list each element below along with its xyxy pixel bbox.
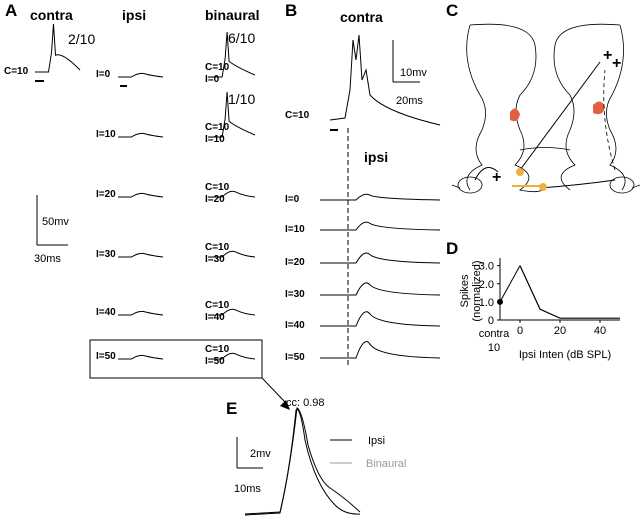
ipsi-label: I=10	[96, 129, 116, 140]
y-tick-label: 1.0	[479, 297, 494, 309]
contra-label: contra	[479, 328, 510, 340]
ipsi-label: I=20	[285, 257, 305, 268]
trace	[320, 193, 441, 201]
ipsi-label: I=30	[285, 289, 305, 300]
brainstem-diagram	[451, 23, 640, 194]
binaural-label: I=40	[205, 312, 225, 323]
binaural-label: C=10	[205, 300, 230, 311]
ipsi-label: I=0	[285, 194, 300, 205]
trace	[208, 250, 256, 258]
trace	[320, 221, 441, 231]
arrow-head	[280, 400, 290, 410]
binaural-label: I=50	[205, 356, 225, 367]
panel-label: D	[446, 239, 458, 258]
y-tick-label: 3.0	[479, 261, 494, 273]
trace	[118, 192, 164, 198]
trace	[118, 72, 164, 78]
trace	[208, 308, 256, 316]
trace	[208, 352, 256, 360]
binaural-label: I=20	[205, 194, 225, 205]
ipsi-label: I=30	[96, 249, 116, 260]
legend-label: Ipsi	[368, 435, 385, 447]
trace	[244, 408, 361, 515]
binaural-label: C=10	[205, 62, 230, 73]
svg-text:+: +	[492, 169, 501, 186]
trace	[320, 252, 441, 264]
ipsi-label: I=20	[96, 189, 116, 200]
column-header: binaural	[205, 7, 259, 23]
scale-label: 10mv	[400, 67, 427, 79]
trace	[320, 311, 441, 327]
svg-text:+: +	[612, 55, 621, 72]
binaural-label: C=10	[205, 122, 230, 133]
arrow	[261, 377, 286, 403]
trace	[320, 282, 441, 296]
trace	[244, 407, 361, 516]
panel-label: C	[446, 1, 458, 20]
panel-title: ipsi	[364, 149, 388, 165]
ipsi-label: I=40	[96, 307, 116, 318]
binaural-label: C=10	[205, 344, 230, 355]
trace	[118, 354, 164, 360]
trace	[118, 132, 164, 138]
binaural-label: I=0	[205, 74, 220, 85]
panel-label: A	[5, 1, 17, 20]
binaural-label: I=30	[205, 254, 225, 265]
column-header: contra	[30, 7, 73, 23]
scale-label: 10ms	[234, 483, 261, 495]
scale-label: 2mv	[250, 448, 271, 460]
connector	[499, 265, 521, 303]
stim-label: C=10	[4, 66, 29, 77]
trace	[35, 23, 81, 73]
y-tick-label: 2.0	[479, 279, 494, 291]
x-tick-label: 0	[517, 325, 523, 337]
trace	[208, 91, 256, 138]
y-tick-label: 0	[488, 315, 494, 327]
trace	[118, 252, 164, 258]
binaural-label: C=10	[205, 182, 230, 193]
trace	[208, 190, 256, 198]
ipsi-label: I=50	[285, 352, 305, 363]
contra-label: 10	[488, 342, 500, 354]
scale-label: 20ms	[396, 95, 423, 107]
x-axis-label: Ipsi Inten (dB SPL)	[519, 349, 611, 361]
ipsi-label: I=0	[96, 69, 111, 80]
trace	[208, 31, 256, 78]
ipsi-label: I=50	[96, 351, 116, 362]
scale-label: 50mv	[42, 216, 69, 228]
spike-count: 1/10	[228, 91, 255, 107]
ipsi-label: I=40	[285, 320, 305, 331]
panel-title: contra	[340, 9, 383, 25]
column-header: ipsi	[122, 7, 146, 23]
spike-count: 2/10	[68, 31, 95, 47]
scale-label: 30ms	[34, 253, 61, 265]
legend-label: Binaural	[366, 458, 406, 470]
panel-label: B	[285, 1, 297, 20]
trace	[118, 310, 164, 316]
x-tick-label: 40	[594, 325, 606, 337]
ipsi-label: I=10	[285, 224, 305, 235]
plus-signs: ++ +	[492, 47, 621, 186]
x-tick-label: 20	[554, 325, 566, 337]
contra-point	[497, 298, 503, 305]
selection-box	[89, 339, 263, 379]
trace	[320, 341, 441, 359]
spike-count: 6/10	[228, 30, 255, 46]
data-line	[519, 265, 620, 319]
y-axis-label: Spikes	[459, 274, 471, 308]
trace	[329, 34, 441, 126]
y-axis-label: (normalized)	[471, 260, 483, 321]
binaural-label: C=10	[205, 242, 230, 253]
panel-label: E	[226, 399, 237, 418]
svg-text:+: +	[603, 47, 612, 64]
annotation: cc: 0.98	[286, 397, 325, 409]
stim-label: C=10	[285, 110, 310, 121]
binaural-label: I=10	[205, 134, 225, 145]
